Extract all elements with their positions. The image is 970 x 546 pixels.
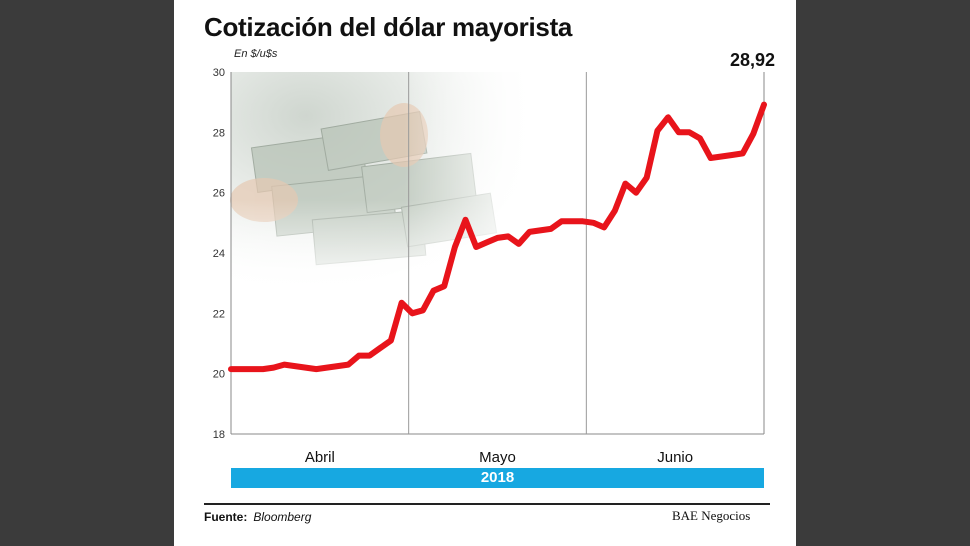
line-chart: 18 20 22 24 26 28 30 Abril Mayo Junio <box>213 67 767 466</box>
credit: BAE Negocios <box>672 508 751 523</box>
y-axis-unit: En $/u$s <box>234 48 278 60</box>
banknotes-illustration <box>230 72 534 295</box>
source-name: Bloomberg <box>253 510 312 524</box>
month-label: Mayo <box>479 449 516 466</box>
source-line: Fuente: Bloomberg <box>204 510 311 524</box>
y-tick-label: 24 <box>213 248 225 260</box>
chart-panel: Cotización del dólar mayorista En $/u$s … <box>174 0 796 546</box>
y-tick-label: 20 <box>213 369 225 381</box>
series-line-dollar <box>228 101 767 373</box>
y-tick-label: 28 <box>213 127 225 139</box>
y-tick-label: 22 <box>213 308 225 320</box>
month-label: Abril <box>305 449 335 466</box>
y-tick-label: 18 <box>213 429 225 441</box>
chart-title: Cotización del dólar mayorista <box>204 12 573 42</box>
y-tick-label: 30 <box>213 67 225 79</box>
month-label: Junio <box>657 449 693 466</box>
source-label: Fuente: <box>204 510 248 524</box>
year-bar: 2018 <box>231 468 764 488</box>
y-tick-label: 26 <box>213 188 225 200</box>
last-value-label: 28,92 <box>730 50 776 70</box>
footer-rule <box>204 503 770 505</box>
